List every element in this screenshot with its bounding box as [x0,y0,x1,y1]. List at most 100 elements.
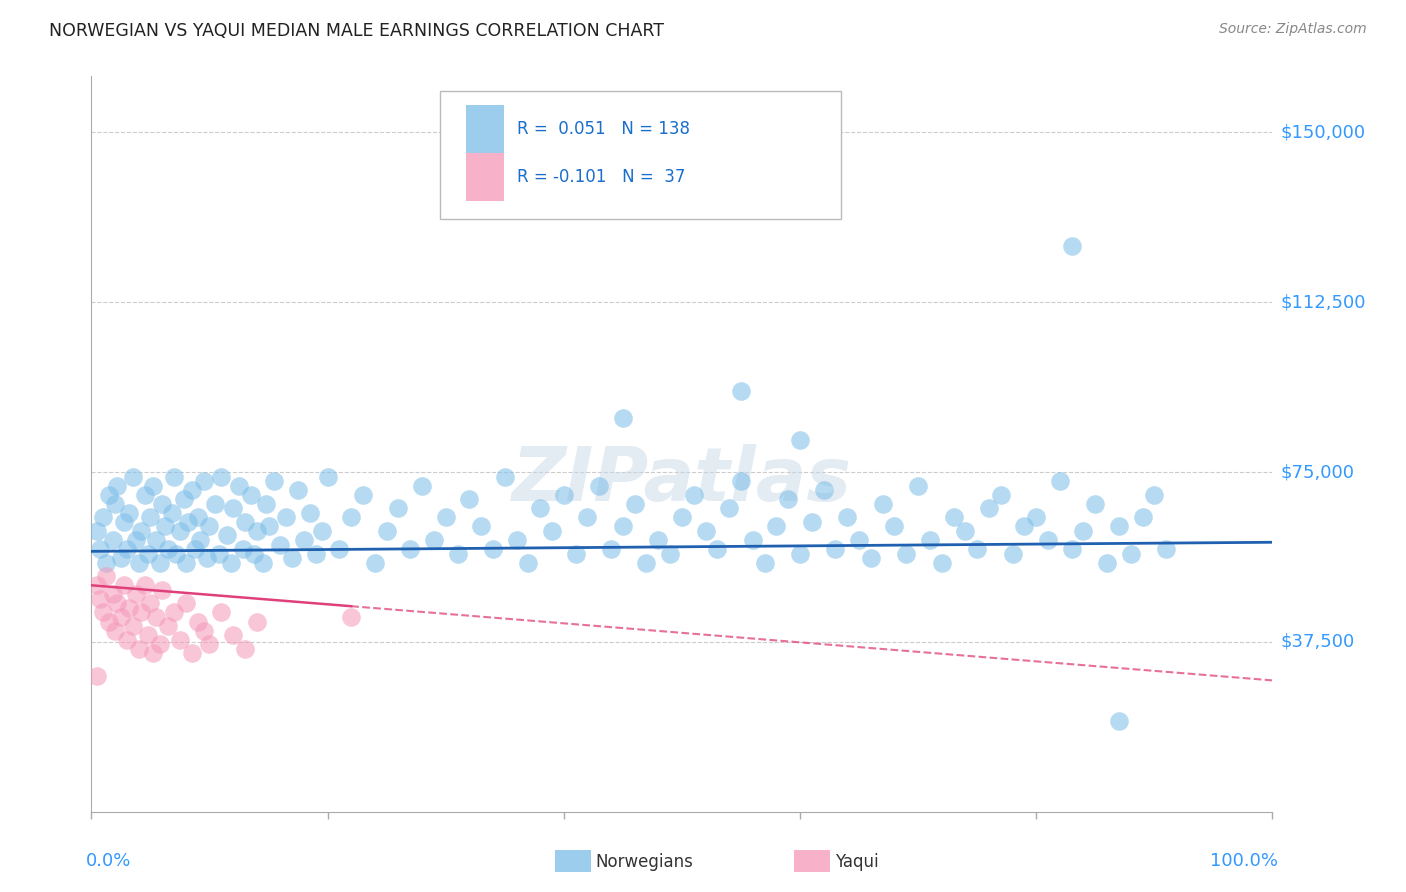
Point [233,515,256,529]
Point [1036,533,1059,547]
Point [198,519,221,533]
Point [149,637,172,651]
Point [800,515,823,529]
Point [105,596,128,610]
Point [98,615,121,629]
Point [588,478,610,492]
Point [188,533,211,547]
Point [128,641,150,656]
Point [682,488,704,502]
Point [446,547,468,561]
Point [136,547,159,561]
Point [837,510,859,524]
Point [741,533,763,547]
Point [305,547,328,561]
Point [208,547,231,561]
Point [1025,510,1047,524]
Point [931,556,953,570]
Point [110,551,132,566]
Point [541,524,564,538]
Point [150,582,173,597]
Text: $112,500: $112,500 [1281,293,1367,311]
Point [623,497,645,511]
Point [730,474,752,488]
Point [142,478,165,492]
Point [153,519,176,533]
Point [101,587,124,601]
Point [813,483,835,498]
Point [399,542,422,557]
Point [228,478,250,492]
Point [647,533,669,547]
Point [89,542,111,557]
Point [169,524,191,538]
Point [105,478,128,492]
Point [193,624,215,638]
Point [139,596,162,610]
Point [142,646,165,660]
Point [129,606,152,620]
Point [1049,474,1071,488]
Text: 0.0%: 0.0% [86,852,131,871]
Point [129,524,152,538]
Text: $75,000: $75,000 [1281,463,1355,481]
Point [316,469,339,483]
FancyBboxPatch shape [465,153,503,201]
Point [149,556,172,570]
Point [157,542,180,557]
Point [187,510,209,524]
Point [966,542,988,557]
Point [918,533,941,547]
Point [612,519,634,533]
Point [252,556,274,570]
Text: $150,000: $150,000 [1281,123,1365,142]
Point [145,610,167,624]
Point [287,483,309,498]
Point [134,578,156,592]
Point [659,547,682,561]
Point [482,542,505,557]
Point [104,624,127,638]
Point [494,469,516,483]
Point [101,533,124,547]
Point [1154,542,1177,557]
Point [612,410,634,425]
Point [636,556,658,570]
Point [86,669,108,683]
Text: Source: ZipAtlas.com: Source: ZipAtlas.com [1219,22,1367,37]
Point [233,641,256,656]
Point [848,533,870,547]
Point [125,533,148,547]
Point [180,646,202,660]
Point [276,510,298,524]
Point [86,524,108,538]
Point [121,619,143,633]
Point [1108,519,1130,533]
Point [269,537,291,551]
Point [128,556,150,570]
Text: NORWEGIAN VS YAQUI MEDIAN MALE EARNINGS CORRELATION CHART: NORWEGIAN VS YAQUI MEDIAN MALE EARNINGS … [49,22,664,40]
Point [340,610,363,624]
Point [434,510,457,524]
Point [219,556,242,570]
Point [246,524,269,538]
Point [907,478,929,492]
Point [1060,542,1083,557]
Point [174,556,197,570]
Point [789,547,811,561]
Point [529,501,551,516]
Point [187,615,209,629]
Point [364,556,387,570]
Point [517,556,540,570]
Point [160,506,183,520]
Point [204,497,226,511]
Point [706,542,728,557]
Point [859,551,882,566]
Text: Norwegians: Norwegians [596,853,693,871]
Point [872,497,894,511]
Point [114,578,136,592]
Point [104,497,127,511]
Point [174,596,197,610]
Point [718,501,741,516]
Point [340,510,363,524]
